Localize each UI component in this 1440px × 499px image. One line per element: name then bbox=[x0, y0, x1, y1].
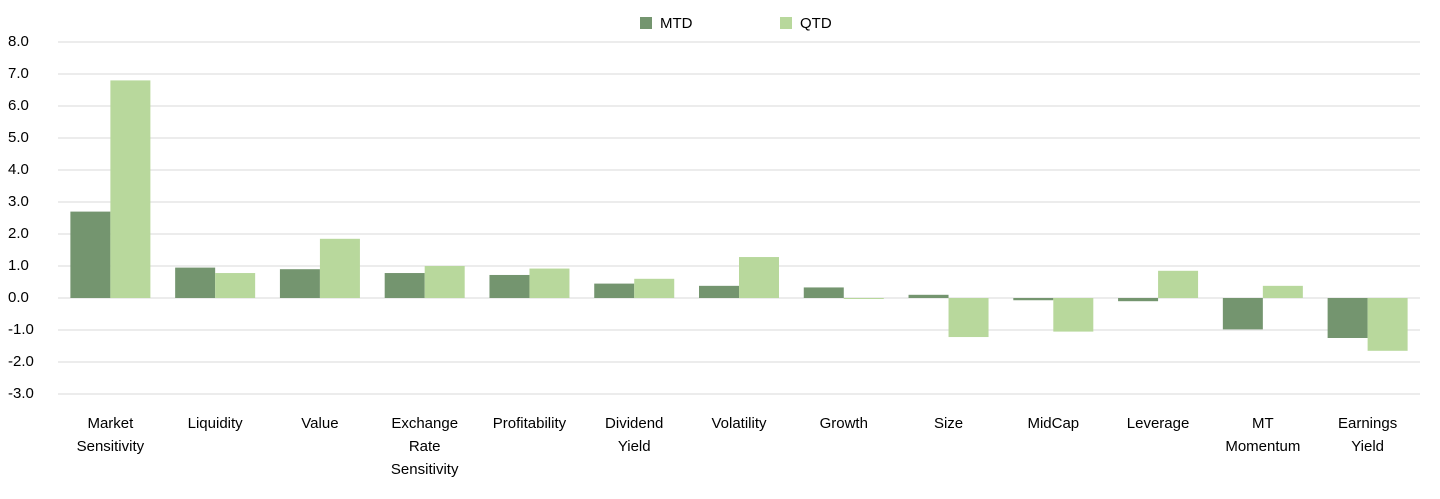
x-tick-label-line: Growth bbox=[820, 415, 868, 432]
bar bbox=[1222, 298, 1263, 330]
bar bbox=[1118, 298, 1159, 302]
x-tick-label: MidCap bbox=[1027, 415, 1079, 432]
y-tick-label: -3.0 bbox=[8, 385, 34, 402]
bar bbox=[1013, 298, 1054, 301]
x-tick-label: Profitability bbox=[493, 415, 567, 432]
y-tick-label: -2.0 bbox=[8, 353, 34, 370]
bar bbox=[1158, 270, 1199, 298]
x-tick-label-line: Liquidity bbox=[188, 415, 244, 432]
x-tick-label-line: Leverage bbox=[1127, 415, 1190, 432]
y-tick-label: 1.0 bbox=[8, 257, 29, 274]
bar bbox=[70, 211, 111, 298]
x-tick-label: Growth bbox=[820, 415, 868, 432]
y-tick-label: 0.0 bbox=[8, 289, 29, 306]
bar bbox=[384, 273, 425, 298]
x-tick-label-line: Dividend bbox=[605, 415, 663, 432]
x-tick-label: Volatility bbox=[711, 415, 767, 432]
bar bbox=[594, 283, 635, 298]
bar bbox=[489, 274, 530, 298]
bar bbox=[424, 266, 465, 298]
x-tick-label: Dividend Yield bbox=[605, 415, 663, 455]
y-tick-label: -1.0 bbox=[8, 321, 34, 338]
y-tick-label: 7.0 bbox=[8, 65, 29, 82]
x-tick-label-line: MT bbox=[1252, 415, 1274, 432]
x-tick-label-line: Volatility bbox=[711, 415, 767, 432]
y-tick-label: 3.0 bbox=[8, 193, 29, 210]
bar bbox=[319, 238, 360, 298]
x-tick-label: Earnings Yield bbox=[1338, 415, 1397, 455]
x-tick-label-line: Value bbox=[301, 415, 338, 432]
bar bbox=[110, 80, 151, 299]
x-tick-label: Leverage bbox=[1127, 415, 1190, 432]
bar bbox=[739, 257, 779, 298]
x-tick-label: Market Sensitivity bbox=[77, 415, 145, 455]
x-tick-label: Value bbox=[301, 415, 338, 432]
x-tick-label-line: Sensitivity bbox=[77, 438, 145, 455]
x-tick-label-line: Exchange bbox=[391, 415, 458, 432]
bar bbox=[843, 298, 884, 299]
bar bbox=[175, 267, 216, 298]
bar bbox=[699, 285, 739, 298]
bar bbox=[948, 298, 989, 338]
x-tick-label-line: MidCap bbox=[1027, 415, 1079, 432]
x-tick-label-line: Market bbox=[87, 415, 134, 432]
bar bbox=[908, 294, 949, 298]
bar bbox=[1053, 298, 1094, 332]
x-tick-label-line: Yield bbox=[618, 438, 651, 455]
legend-label: QTD bbox=[800, 15, 832, 32]
x-tick-label-line: Yield bbox=[1351, 438, 1384, 455]
bar bbox=[634, 278, 675, 298]
bar bbox=[279, 269, 320, 298]
x-tick-label: MT Momentum bbox=[1225, 415, 1300, 455]
bar bbox=[1367, 298, 1408, 351]
bar bbox=[1262, 285, 1303, 298]
bar bbox=[803, 287, 844, 298]
bar bbox=[529, 268, 570, 298]
y-tick-label: 8.0 bbox=[8, 33, 29, 50]
x-tick-label: Exchange Rate Sensitivity bbox=[391, 415, 459, 478]
x-tick-label-line: Profitability bbox=[493, 415, 567, 432]
y-tick-label: 5.0 bbox=[8, 129, 29, 146]
y-tick-label: 4.0 bbox=[8, 161, 29, 178]
y-tick-label: 2.0 bbox=[8, 225, 29, 242]
x-tick-label-line: Momentum bbox=[1225, 438, 1300, 455]
legend-label: MTD bbox=[660, 15, 693, 32]
x-tick-label-line: Sensitivity bbox=[391, 461, 459, 478]
x-tick-label: Size bbox=[934, 415, 963, 432]
legend-swatch bbox=[780, 17, 792, 29]
bar bbox=[215, 273, 256, 298]
y-tick-label: 6.0 bbox=[8, 97, 29, 114]
x-tick-label-line: Rate bbox=[409, 438, 441, 455]
x-tick-label-line: Size bbox=[934, 415, 963, 432]
legend-swatch bbox=[640, 17, 652, 29]
x-tick-label: Liquidity bbox=[188, 415, 244, 432]
x-tick-label-line: Earnings bbox=[1338, 415, 1397, 432]
bar bbox=[1327, 298, 1368, 338]
